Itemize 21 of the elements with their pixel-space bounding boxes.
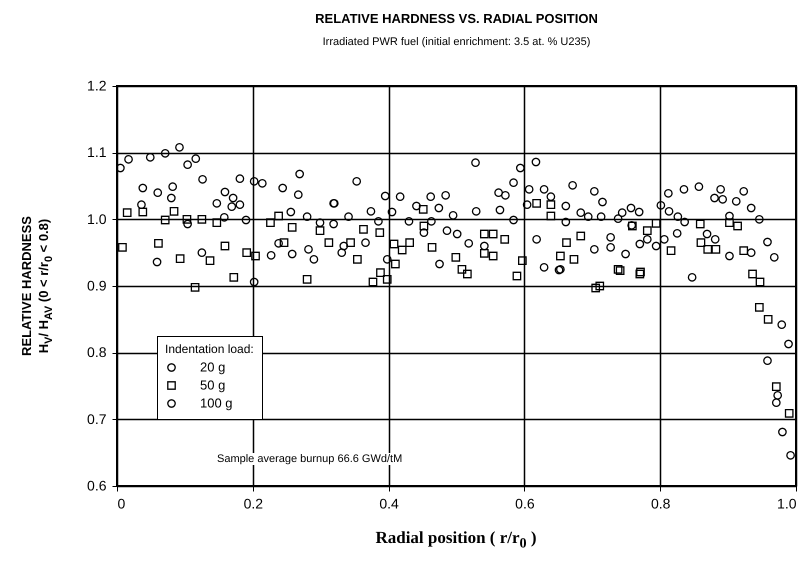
- legend-title: Indentation load:: [165, 342, 254, 356]
- legend-label: 100 g: [200, 396, 233, 410]
- y-tick-label: 1.0: [87, 210, 107, 227]
- x-axis-title: Radial position ( r/r$_{0}$ ): [375, 528, 537, 552]
- y-tick-label: 0.6: [87, 478, 107, 494]
- y-tick-label: 0.7: [87, 410, 107, 427]
- x-tick-label: 0.6: [515, 496, 535, 512]
- y-tick-label: 0.8: [87, 344, 107, 360]
- annotation: Sample average burnup 66.6 GWd/tM: [215, 453, 404, 465]
- x-tick-label: 0: [118, 496, 126, 512]
- y-tick-label: 0.9: [87, 278, 107, 294]
- chart-title: RELATIVE HARDNESS VS. RADIAL POSITION: [315, 11, 598, 26]
- legend-label: 50 g: [200, 378, 226, 392]
- x-tick-label: 1.0: [777, 496, 797, 512]
- x-tick-label: 0.2: [244, 496, 264, 512]
- chart-subtitle: Irradiated PWR fuel (initial enrichment: 3.5 at. % U235): [322, 36, 590, 48]
- x-tick-label: 0.8: [650, 496, 671, 512]
- y-tick-label: 1.1: [87, 144, 107, 160]
- x-tick-label: 0.4: [379, 496, 400, 512]
- y-tick-label: 1.2: [87, 78, 107, 94]
- legend-label: 20 g: [200, 360, 226, 374]
